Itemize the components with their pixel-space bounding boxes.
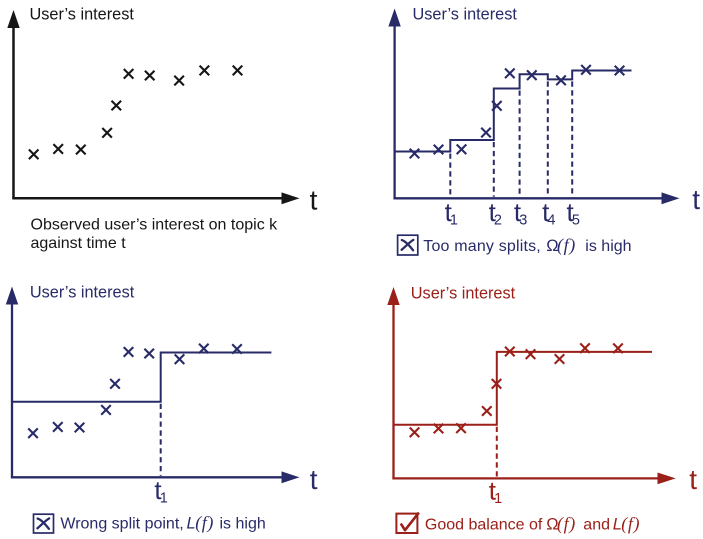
svg-text:User’s interest: User’s interest xyxy=(411,284,516,302)
svg-text:(f): (f) xyxy=(621,513,640,534)
svg-text:and: and xyxy=(583,516,610,533)
svg-text:Ω: Ω xyxy=(546,515,558,533)
svg-text:Ω: Ω xyxy=(546,237,558,255)
svg-text:t: t xyxy=(689,464,697,495)
svg-text:against time t: against time t xyxy=(31,235,127,252)
svg-text:User’s interest: User’s interest xyxy=(413,6,518,24)
svg-text:(f): (f) xyxy=(195,513,214,534)
svg-text:t: t xyxy=(310,185,318,216)
svg-text:L: L xyxy=(613,515,622,533)
svg-text:t: t xyxy=(692,184,700,215)
svg-text:Wrong split point,: Wrong split point, xyxy=(60,516,183,533)
svg-text:Observed user’s interest on to: Observed user’s interest on topic k xyxy=(31,217,279,234)
svg-text:L: L xyxy=(187,515,196,533)
svg-text:Good balance of: Good balance of xyxy=(425,516,543,533)
svg-text:User’s interest: User’s interest xyxy=(30,283,135,301)
svg-text:(f): (f) xyxy=(557,235,576,256)
svg-text:is high: is high xyxy=(585,238,631,255)
svg-text:t: t xyxy=(310,464,318,495)
svg-text:Too many splits,: Too many splits, xyxy=(423,238,541,255)
svg-text:(f): (f) xyxy=(557,513,576,534)
svg-text:User’s interest: User’s interest xyxy=(30,5,135,23)
svg-text:is high: is high xyxy=(220,516,266,533)
